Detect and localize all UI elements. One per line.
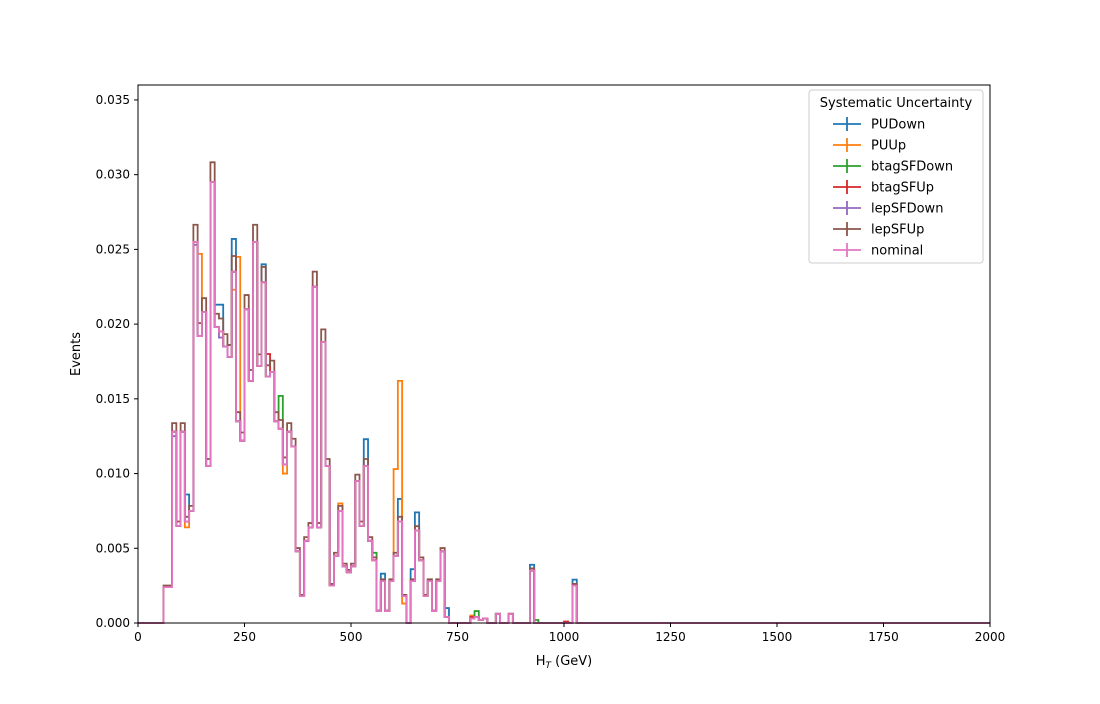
x-tick-label: 1500 [762,630,793,644]
legend-entry-puup: PUUp [833,138,906,154]
x-tick-label: 0 [134,630,142,644]
legend-label-btagsfdown: btagSFDown [871,160,953,175]
x-tick-label: 250 [233,630,256,644]
legend-label-lepsfup: lepSFUp [871,223,924,238]
x-tick-label: 1750 [868,630,899,644]
legend-label-btagsfup: btagSFUp [871,181,934,196]
legend: Systematic Uncertainty PUDown PUUp btagSFD… [808,89,984,264]
x-axis-ticks: 0 250 500 750 1000 1250 1500 1750 2000 [134,623,1005,644]
legend-label-nominal: nominal [871,244,923,259]
y-tick-label: 0.000 [96,616,130,630]
y-axis-label: Events [69,332,84,376]
x-tick-label: 2000 [975,630,1006,644]
legend-label-puup: PUUp [871,139,906,154]
legend-entry-lepsfup: lepSFUp [833,222,924,238]
x-tick-label: 1250 [655,630,686,644]
y-tick-label: 0.010 [96,467,130,481]
y-tick-label: 0.030 [96,168,130,182]
y-tick-label: 0.020 [96,317,130,331]
legend-box [808,89,984,264]
legend-label-pudown: PUDown [871,118,925,133]
x-tick-label: 500 [340,630,363,644]
legend-entry-btagsfup: btagSFUp [833,180,934,196]
x-tick-label: 750 [446,630,469,644]
y-tick-label: 0.015 [96,392,130,406]
y-tick-label: 0.025 [96,242,130,256]
legend-label-lepsfdown: lepSFDown [871,202,943,217]
y-tick-label: 0.005 [96,541,130,555]
legend-title: Systematic Uncertainty [820,96,973,111]
x-tick-label: 1000 [549,630,580,644]
legend-entry-lepsfdown: lepSFDown [833,201,943,217]
y-axis-ticks: 0.000 0.005 0.010 0.015 0.020 0.025 0.030 0.035 [96,93,138,630]
legend-entries: PUDown PUUp btagSFDown btagSFUp lepSFDown lep… [833,117,953,259]
x-axis-label: HT (GeV) [536,654,593,671]
legend-entry-pudown: PUDown [833,117,925,133]
legend-entry-nominal: nominal [833,243,923,259]
y-tick-label: 0.035 [96,93,130,107]
legend-entry-btagsfdown: btagSFDown [833,159,953,175]
